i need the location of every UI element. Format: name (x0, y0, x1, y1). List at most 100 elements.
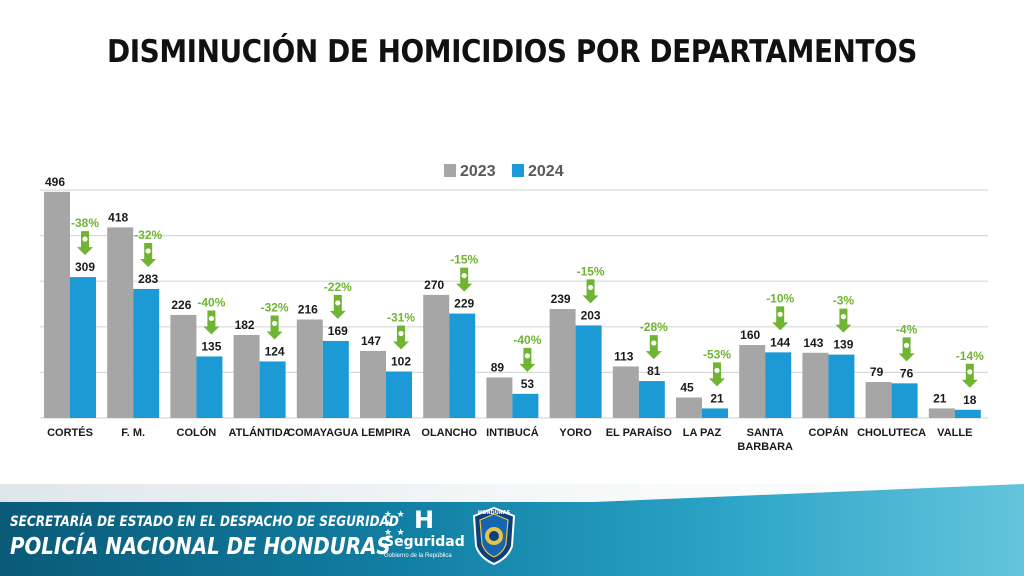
category-label: CHOLUTECA (857, 427, 926, 439)
down-arrow-icon (393, 325, 409, 350)
bar-2023 (486, 377, 513, 418)
change-label: -4% (896, 322, 918, 336)
data-label-2023: 147 (361, 334, 381, 348)
data-label-2023: 143 (803, 336, 823, 350)
change-label: -40% (513, 333, 541, 347)
bar-2023 (802, 352, 829, 418)
data-label-2024: 76 (900, 366, 914, 380)
category-label: LEMPIRA (361, 427, 411, 439)
category-label: ATLÁNTIDA (229, 426, 291, 439)
down-arrow-icon (772, 306, 789, 331)
bar-2023 (865, 381, 892, 418)
arrow-dot (208, 315, 214, 322)
arrow-dot (651, 340, 657, 346)
bar-2024 (449, 313, 476, 418)
police-emblem-icon: HONDURAS (472, 506, 516, 566)
arrow-dot (840, 314, 847, 320)
bar-2023 (44, 191, 70, 418)
arrow-dot (904, 342, 910, 348)
brand-mark: H (414, 506, 435, 534)
bar-2023 (233, 335, 260, 418)
data-label-2023: 113 (614, 349, 634, 363)
bar-2024 (259, 361, 286, 418)
down-arrow-icon (582, 279, 599, 304)
arrow-dot (714, 367, 720, 374)
bar-2024 (575, 325, 602, 418)
change-label: -31% (387, 310, 415, 324)
bar-2024 (512, 393, 539, 418)
emblem-text: HONDURAS (478, 510, 511, 516)
category-label: COPÁN (809, 426, 849, 439)
footer-police: POLICÍA NACIONAL DE HONDURAS (10, 534, 391, 560)
change-label: -40% (197, 295, 225, 309)
category-label: EL PARAÍSO (606, 426, 673, 439)
bar-2024 (386, 371, 412, 418)
legend-swatch (512, 164, 524, 177)
bar-2024 (891, 383, 918, 418)
down-arrow-icon (898, 337, 915, 362)
change-label: -53% (703, 347, 731, 361)
bar-2024 (828, 354, 855, 418)
arrow-dot (588, 284, 594, 291)
down-arrow-icon (456, 267, 473, 292)
bar-2024 (954, 409, 981, 418)
data-label-2023: 160 (740, 328, 760, 342)
data-label-2024: 144 (770, 335, 790, 349)
stars-icon: ★ ★ ★ ★ ★ (384, 509, 406, 537)
change-label: -15% (450, 253, 478, 267)
data-label-2024: 139 (833, 338, 853, 352)
down-arrow-icon (140, 242, 157, 267)
change-label: -28% (640, 320, 668, 334)
data-label-2023: 496 (45, 175, 65, 189)
chart-title: DISMINUCIÓN DE HOMICIDIOS POR DEPARTAMEN… (107, 34, 917, 70)
arrow-dot (272, 320, 278, 327)
change-label: -32% (134, 228, 162, 242)
category-label: OLANCHO (421, 427, 477, 439)
data-label-2024: 53 (521, 377, 535, 391)
data-label-2023: 182 (235, 318, 255, 332)
data-label-2023: 216 (298, 303, 318, 317)
brand-subtitle: Gobierno de la República (384, 553, 452, 559)
data-label-2023: 418 (108, 210, 128, 224)
bar-2023 (170, 314, 197, 418)
bar-2024 (133, 288, 160, 418)
arrow-dot (335, 300, 341, 306)
change-label: -10% (766, 291, 794, 305)
footer-ministry: SECRETARÍA DE ESTADO EN EL DESPACHO DE S… (10, 514, 399, 530)
arrow-dot (398, 330, 404, 337)
bar-2023 (107, 227, 134, 418)
down-arrow-icon (519, 347, 536, 372)
down-arrow-icon (645, 335, 662, 360)
data-label-2023: 21 (933, 391, 947, 405)
category-label: F. M. (121, 427, 145, 439)
bar-2024 (322, 340, 349, 418)
data-label-2023: 45 (680, 380, 694, 394)
data-label-2023: 79 (870, 365, 884, 379)
bar-2023 (612, 366, 639, 418)
data-label-2024: 124 (265, 344, 285, 358)
down-arrow-icon (266, 315, 283, 340)
down-arrow-icon (329, 294, 346, 319)
category-label: COLÓN (177, 426, 217, 439)
data-label-2024: 21 (710, 391, 724, 405)
data-label-2024: 283 (138, 272, 158, 286)
category-label: BARBARA (737, 441, 793, 453)
data-label-2024: 309 (75, 260, 95, 274)
brand-name: Seguridad (384, 534, 465, 550)
bar-2023 (739, 345, 766, 418)
arrow-dot (967, 369, 973, 375)
legend-swatch (444, 164, 456, 177)
category-label: INTIBUCÁ (486, 426, 539, 439)
data-label-2024: 203 (581, 308, 601, 322)
data-label-2024: 169 (328, 324, 348, 338)
change-label: -38% (71, 216, 99, 230)
arrow-dot (524, 353, 531, 359)
bar-2023 (549, 309, 576, 418)
data-label-2024: 18 (963, 393, 977, 407)
arrow-dot (145, 248, 151, 254)
bar-2023 (423, 294, 450, 418)
data-label-2024: 81 (647, 364, 661, 378)
bar-2024 (765, 352, 792, 418)
down-arrow-icon (961, 363, 978, 388)
change-label: -3% (833, 294, 855, 308)
